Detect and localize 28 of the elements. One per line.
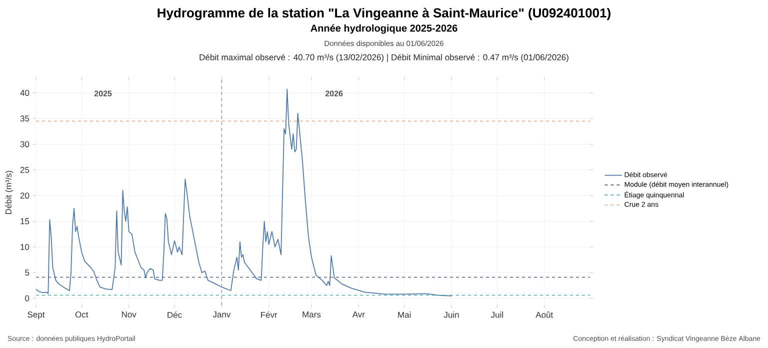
line-series <box>36 88 452 296</box>
y-tick-label: 40 <box>20 90 30 96</box>
y-tick-label: 10 <box>20 244 30 250</box>
x-tick-label: Nov <box>122 312 136 318</box>
x-tick-label: Sept <box>28 312 45 320</box>
text: Débit maximal observé : 40.70 m³/s (13/02/2026) | Débit Minimal observé : 0.47 m³/s (01/06/2026) <box>200 54 568 62</box>
x-tick-label: Févr <box>261 312 278 318</box>
x-tick-label: Avr <box>352 312 365 318</box>
x-tick-label: Juil <box>490 312 503 318</box>
y-tick-label: 25 <box>20 166 30 173</box>
annotation: 2026 <box>325 90 343 96</box>
chart-subtitle: Année hydrologique 2025-2026 <box>310 24 458 34</box>
y-tick-label: 5 <box>25 270 30 276</box>
y-tick-label: 30 <box>20 141 30 148</box>
y-tick-label: 15 <box>20 218 30 224</box>
chart-title: Hydrogramme de la station "La Vingeanne à Saint-Maurice" (U092401001) <box>158 8 610 20</box>
x-tick-label: Oct <box>75 312 88 318</box>
x-tick-label: Août <box>536 312 554 318</box>
y-tick-label: 35 <box>20 116 30 122</box>
y-tick-label: 0 <box>25 295 30 302</box>
x-tick-label: Janv <box>212 312 231 318</box>
x-tick-label: Mai <box>398 312 411 318</box>
x-tick-label: Déc <box>168 312 182 318</box>
annotation: 2025 <box>94 90 112 96</box>
y-tick-label: 20 <box>20 192 30 199</box>
x-tick-label: Juin <box>444 312 459 318</box>
x-tick-label: Mars <box>302 312 321 318</box>
y-axis-title: Débit (m³/s) <box>5 170 14 214</box>
